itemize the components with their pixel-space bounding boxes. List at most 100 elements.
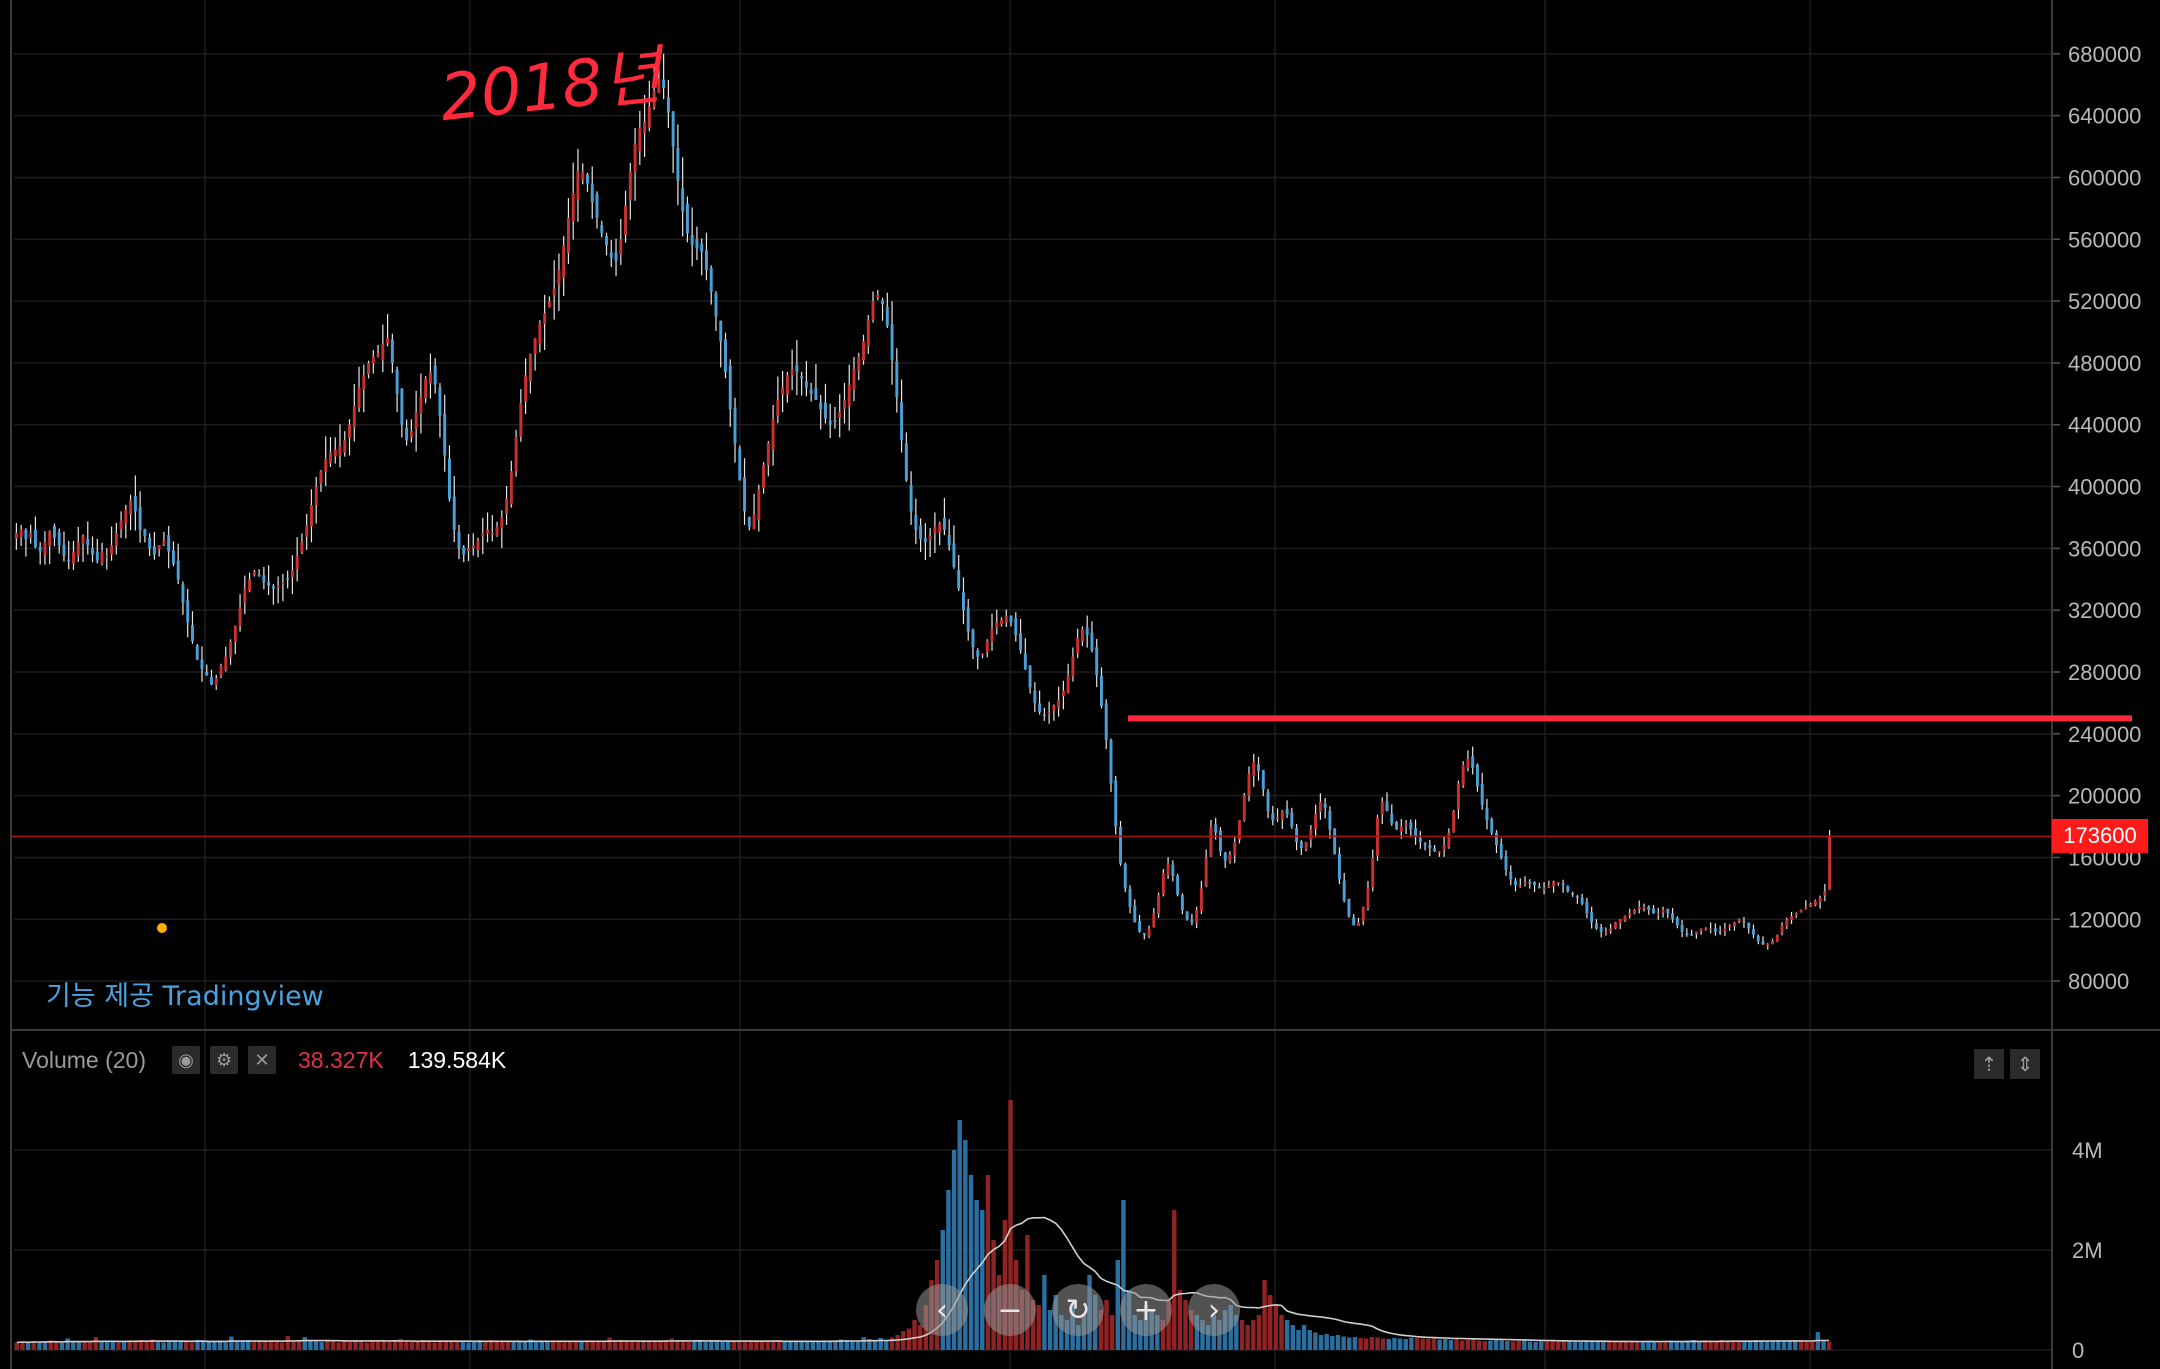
candle-body bbox=[295, 556, 299, 570]
tradingview-watermark[interactable]: 기능 제공 Tradingview bbox=[46, 981, 324, 1012]
candle-body bbox=[300, 542, 304, 553]
volume-bar bbox=[387, 1342, 392, 1350]
volume-bar bbox=[1290, 1325, 1296, 1350]
chevron-right-icon[interactable]: › bbox=[1188, 1284, 1240, 1336]
volume-bar bbox=[500, 1342, 505, 1350]
volume-bar bbox=[1697, 1341, 1702, 1350]
candle-body bbox=[1371, 857, 1375, 888]
candle-body bbox=[1518, 885, 1522, 887]
volume-bar bbox=[1352, 1337, 1358, 1350]
candle-body bbox=[624, 205, 628, 236]
candle-body bbox=[1732, 922, 1736, 927]
volume-bar bbox=[1787, 1341, 1792, 1350]
volume-bar bbox=[353, 1341, 358, 1350]
candle-body bbox=[595, 194, 599, 218]
volume-bar bbox=[799, 1340, 804, 1350]
volume-bar bbox=[200, 1341, 206, 1350]
volume-bar bbox=[330, 1341, 336, 1350]
volume-ma-line bbox=[16, 1216, 1830, 1344]
volume-bar bbox=[392, 1340, 398, 1350]
volume-bar bbox=[980, 1210, 985, 1350]
candle-body bbox=[452, 496, 456, 530]
candle-body bbox=[1142, 932, 1146, 935]
candle-body bbox=[1176, 875, 1180, 895]
candle-body bbox=[1533, 882, 1537, 886]
candle-body bbox=[1433, 848, 1437, 852]
candle-body bbox=[681, 188, 685, 212]
candle-body bbox=[662, 79, 666, 88]
volume-bar bbox=[754, 1341, 759, 1350]
candle-body bbox=[43, 542, 47, 556]
volume-bar bbox=[1476, 1340, 1482, 1350]
candle-body bbox=[790, 369, 794, 376]
volume-bar bbox=[285, 1336, 291, 1350]
volume-bar bbox=[867, 1339, 872, 1350]
close-icon[interactable]: ✕ bbox=[248, 1046, 277, 1074]
volume-bar bbox=[1719, 1340, 1725, 1350]
candle-body bbox=[1000, 619, 1004, 625]
candle-body bbox=[1328, 810, 1332, 830]
volume-bar bbox=[1121, 1200, 1126, 1350]
last-price-badge: 173600 bbox=[2052, 819, 2148, 854]
candle-body bbox=[1047, 712, 1051, 714]
candle-body bbox=[1028, 666, 1032, 688]
volume-bar bbox=[178, 1342, 183, 1350]
candle-body bbox=[38, 546, 42, 552]
volume-bar bbox=[505, 1341, 511, 1350]
candle-body bbox=[457, 531, 461, 549]
candle-body bbox=[1823, 891, 1827, 896]
volume-bar bbox=[1510, 1341, 1516, 1350]
candle-body bbox=[995, 622, 999, 629]
volume-bar bbox=[833, 1341, 838, 1350]
candle-body bbox=[157, 545, 161, 550]
candle-body bbox=[243, 588, 247, 603]
candle-body bbox=[495, 526, 499, 536]
candle-body bbox=[1780, 925, 1784, 934]
candle-body bbox=[1751, 929, 1755, 935]
volume-bar bbox=[1606, 1342, 1612, 1350]
reset-icon[interactable]: ↻ bbox=[1052, 1284, 1104, 1336]
candle-body bbox=[138, 506, 142, 530]
volume-bar bbox=[488, 1340, 494, 1350]
candle-body bbox=[1766, 944, 1770, 946]
arrows-updown-icon[interactable]: ⇕ bbox=[2010, 1049, 2040, 1079]
minus-icon[interactable]: − bbox=[984, 1284, 1036, 1336]
arrow-up-icon[interactable]: ⇡ bbox=[1974, 1049, 2004, 1079]
volume-bar bbox=[268, 1340, 274, 1350]
candle-body bbox=[471, 545, 475, 549]
volume-bar bbox=[364, 1342, 370, 1350]
volume-bar bbox=[1313, 1332, 1318, 1350]
chevron-left-icon[interactable]: ‹ bbox=[916, 1284, 968, 1336]
volume-bar bbox=[1691, 1340, 1696, 1350]
candle-body bbox=[1656, 913, 1660, 915]
volume-bar bbox=[895, 1335, 900, 1350]
volume-bar bbox=[675, 1340, 680, 1350]
candle-body bbox=[1528, 882, 1532, 884]
candle-body bbox=[467, 548, 470, 551]
volume-bar bbox=[539, 1341, 545, 1350]
volume-bar bbox=[1736, 1341, 1742, 1350]
candle-body bbox=[433, 365, 437, 385]
price-tick-label: 120000 bbox=[2068, 907, 2141, 932]
candle-body bbox=[219, 665, 223, 676]
candle-body bbox=[1514, 880, 1517, 886]
candle-body bbox=[1071, 656, 1075, 677]
eye-icon[interactable]: ◉ bbox=[172, 1046, 201, 1074]
candle-body bbox=[352, 406, 356, 428]
candle-body bbox=[286, 578, 290, 580]
candle-body bbox=[885, 306, 889, 326]
volume-bar bbox=[1753, 1340, 1758, 1350]
gear-icon[interactable]: ⚙ bbox=[210, 1046, 239, 1074]
plus-icon[interactable]: + bbox=[1120, 1284, 1172, 1336]
candle-body bbox=[1737, 919, 1741, 922]
volume-bar bbox=[494, 1341, 499, 1350]
volume-bar bbox=[618, 1340, 624, 1350]
volume-bar bbox=[296, 1340, 302, 1350]
volume-bar bbox=[1465, 1340, 1471, 1350]
volume-bar bbox=[1047, 1310, 1053, 1350]
volume-bar bbox=[381, 1341, 387, 1350]
candle-body bbox=[348, 424, 351, 439]
volume-bar bbox=[1245, 1325, 1250, 1350]
candle-body bbox=[386, 338, 390, 344]
